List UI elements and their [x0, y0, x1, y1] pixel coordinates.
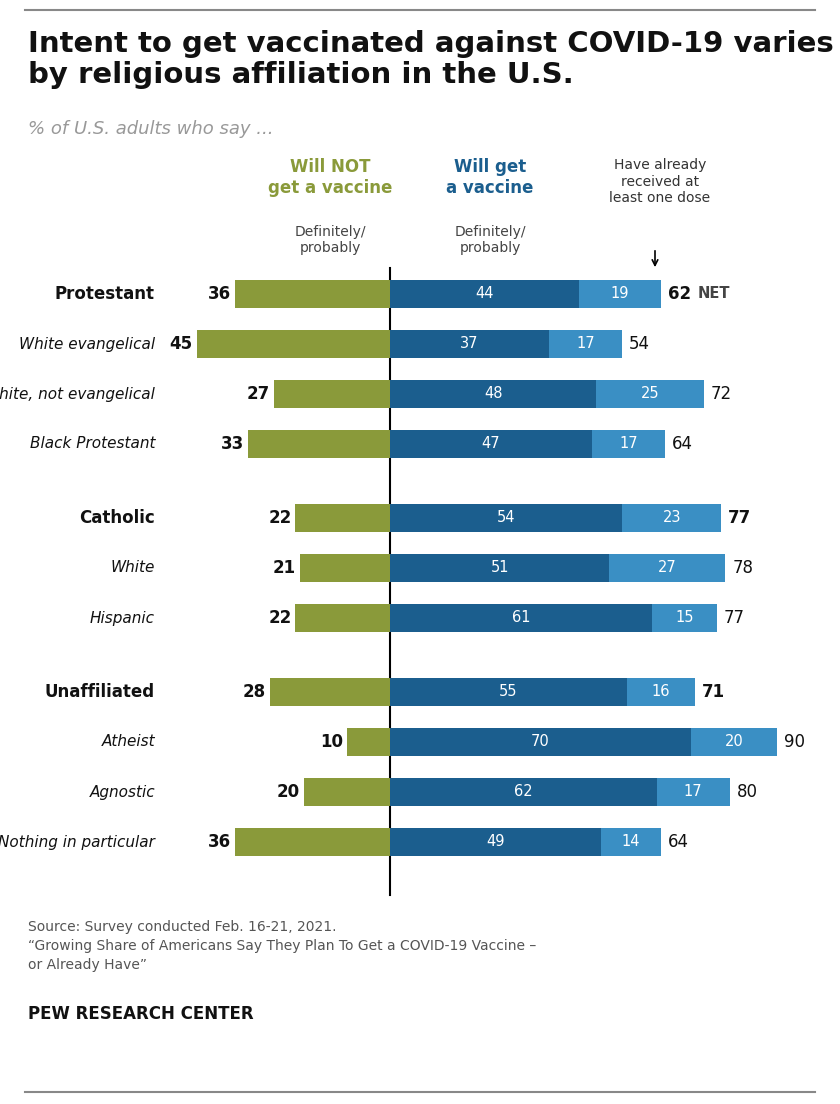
Bar	[197, 330, 390, 358]
Text: Black Protestant: Black Protestant	[29, 436, 155, 452]
Bar	[601, 828, 661, 856]
Text: 36: 36	[208, 285, 231, 302]
Text: PEW RESEARCH CENTER: PEW RESEARCH CENTER	[28, 1005, 254, 1023]
Bar	[304, 778, 390, 806]
Text: 23: 23	[663, 510, 681, 526]
Text: Have already
received at
least one dose: Have already received at least one dose	[610, 158, 711, 205]
Text: 22: 22	[268, 509, 291, 527]
Text: 37: 37	[460, 337, 479, 351]
Text: 70: 70	[531, 734, 550, 750]
Text: 90: 90	[784, 733, 805, 751]
Text: 62: 62	[514, 785, 533, 799]
Text: Will NOT
get a vaccine: Will NOT get a vaccine	[268, 158, 392, 197]
Text: 33: 33	[221, 435, 244, 453]
Bar	[653, 604, 717, 631]
Bar	[270, 678, 390, 705]
Text: White evangelical: White evangelical	[18, 337, 155, 351]
Text: Definitely/
probably: Definitely/ probably	[454, 225, 526, 255]
Text: 17: 17	[576, 337, 595, 351]
Text: 72: 72	[711, 385, 732, 403]
Text: 77: 77	[724, 609, 745, 627]
Bar	[390, 828, 601, 856]
Bar	[609, 554, 726, 582]
Text: NET: NET	[698, 287, 731, 301]
Text: 61: 61	[512, 611, 530, 626]
Text: 77: 77	[728, 509, 751, 527]
Text: 47: 47	[481, 436, 501, 452]
Bar	[390, 380, 596, 408]
Text: 62: 62	[668, 285, 691, 302]
Text: 27: 27	[658, 561, 677, 575]
Text: 15: 15	[675, 611, 694, 626]
Text: 54: 54	[496, 510, 516, 526]
Text: Intent to get vaccinated against COVID-19 varies
by religious affiliation in the: Intent to get vaccinated against COVID-1…	[28, 30, 834, 89]
Bar	[390, 604, 653, 631]
Text: 20: 20	[725, 734, 743, 750]
Text: 16: 16	[652, 684, 670, 700]
Text: 10: 10	[320, 733, 343, 751]
Text: White, not evangelical: White, not evangelical	[0, 386, 155, 402]
Bar	[580, 280, 661, 308]
Text: 28: 28	[243, 683, 265, 701]
Text: 54: 54	[629, 335, 650, 353]
Bar	[296, 505, 390, 532]
Text: 22: 22	[268, 609, 291, 627]
Bar	[347, 728, 390, 756]
Bar	[274, 380, 390, 408]
Text: 80: 80	[737, 783, 758, 802]
Bar	[296, 604, 390, 631]
Text: 78: 78	[732, 559, 753, 577]
Bar	[390, 330, 549, 358]
Text: White: White	[111, 561, 155, 575]
Text: 17: 17	[619, 436, 638, 452]
Text: Definitely/
probably: Definitely/ probably	[294, 225, 365, 255]
Text: Protestant: Protestant	[55, 285, 155, 302]
Text: 64: 64	[672, 435, 693, 453]
Bar	[390, 505, 622, 532]
Text: 20: 20	[277, 783, 300, 802]
Text: 36: 36	[208, 834, 231, 851]
Text: 55: 55	[499, 684, 517, 700]
Text: 27: 27	[247, 385, 270, 403]
Bar	[235, 280, 390, 308]
Bar	[390, 728, 691, 756]
Text: Atheist: Atheist	[102, 734, 155, 750]
Text: Catholic: Catholic	[79, 509, 155, 527]
Bar	[390, 778, 657, 806]
Text: 14: 14	[622, 835, 640, 849]
Text: Unaffiliated: Unaffiliated	[45, 683, 155, 701]
Text: 71: 71	[702, 683, 726, 701]
Text: 51: 51	[491, 561, 509, 575]
Text: 25: 25	[641, 386, 659, 402]
Text: 48: 48	[484, 386, 502, 402]
Bar	[390, 678, 627, 705]
Text: Hispanic: Hispanic	[90, 611, 155, 626]
Bar	[390, 280, 580, 308]
Text: 49: 49	[486, 835, 505, 849]
Text: 64: 64	[668, 834, 689, 851]
Text: Agnostic: Agnostic	[89, 785, 155, 799]
Text: Nothing in particular: Nothing in particular	[0, 835, 155, 849]
Bar	[549, 330, 622, 358]
Text: 21: 21	[272, 559, 296, 577]
Bar	[622, 505, 721, 532]
Text: 17: 17	[684, 785, 702, 799]
Bar	[390, 429, 592, 458]
Text: 19: 19	[611, 287, 629, 301]
Bar	[300, 554, 390, 582]
Bar	[248, 429, 390, 458]
Bar	[596, 380, 704, 408]
Bar	[691, 728, 777, 756]
Bar	[627, 678, 696, 705]
Bar	[657, 778, 730, 806]
Text: 45: 45	[170, 335, 192, 353]
Text: % of U.S. adults who say ...: % of U.S. adults who say ...	[28, 120, 274, 138]
Bar	[592, 429, 665, 458]
Text: 44: 44	[475, 287, 494, 301]
Bar	[390, 554, 609, 582]
Text: Will get
a vaccine: Will get a vaccine	[446, 158, 533, 197]
Bar	[235, 828, 390, 856]
Text: Source: Survey conducted Feb. 16-21, 2021.
“Growing Share of Americans Say They : Source: Survey conducted Feb. 16-21, 202…	[28, 920, 536, 972]
